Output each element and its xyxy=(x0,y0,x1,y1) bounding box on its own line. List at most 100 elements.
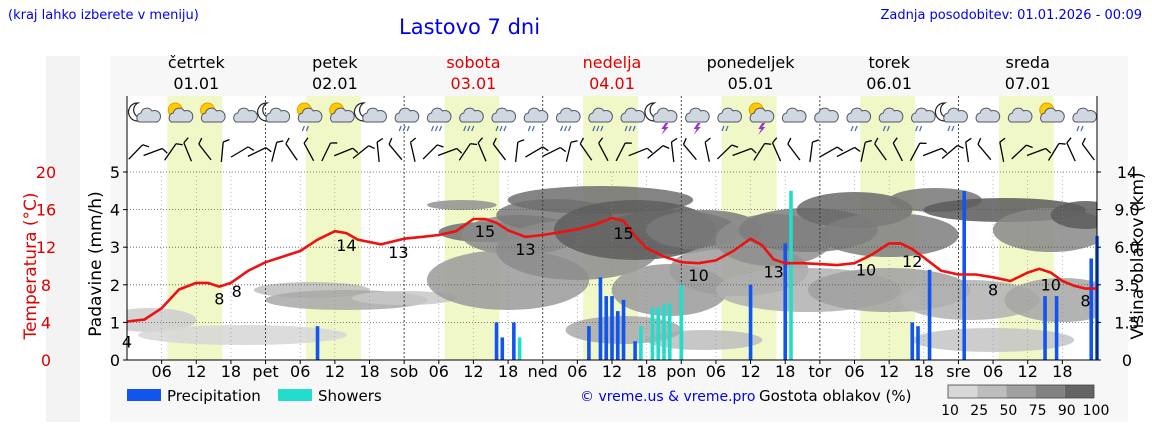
page-title: Lastovo 7 dni xyxy=(399,15,541,39)
density-legend-swatch xyxy=(1006,385,1036,398)
wind-barb xyxy=(670,137,678,163)
density-legend-tick: 75 xyxy=(1029,403,1047,419)
sunny-cloudy-icon xyxy=(329,102,355,123)
credit-link[interactable]: © vreme.us & vreme.pro xyxy=(580,389,755,405)
wind-barb xyxy=(598,137,609,162)
temperature-value-label: 13 xyxy=(763,262,783,281)
x-tick-label: ned xyxy=(528,362,558,381)
wind-barb xyxy=(874,137,887,161)
cloud-rain-icon xyxy=(555,107,581,132)
temperature-value-label: 12 xyxy=(902,252,922,271)
density-legend-swatch xyxy=(977,385,1007,398)
cloud-rain-icon xyxy=(394,107,420,132)
temperature-tick-label: 16 xyxy=(36,201,56,220)
x-tick-label: tor xyxy=(809,362,832,381)
temperature-value-label: 13 xyxy=(388,243,408,262)
precipitation-bar xyxy=(1054,296,1059,360)
precipitation-bar xyxy=(910,322,915,360)
wind-barb xyxy=(321,142,338,162)
day-date-label: 05.01 xyxy=(728,74,774,93)
x-tick-label: 12 xyxy=(325,362,345,381)
temperature-value-label: 13 xyxy=(515,240,535,259)
cloud-height-tick-label: 3.5 xyxy=(1114,276,1139,295)
wind-barb xyxy=(579,137,593,161)
legend-precip-label: Precipitation xyxy=(167,387,261,405)
wind-barb xyxy=(965,137,972,162)
density-legend-frame xyxy=(947,384,1095,399)
wind-barb xyxy=(1081,137,1095,161)
wind-barb xyxy=(716,144,739,160)
x-tick-label: 12 xyxy=(186,362,206,381)
x-tick-label: 18 xyxy=(775,362,795,381)
night-cloudy-icon xyxy=(127,102,162,123)
wind-barb xyxy=(1047,142,1066,161)
precipitation-bar xyxy=(621,299,626,360)
precipitation-bar xyxy=(494,322,499,360)
wind-barb xyxy=(787,137,801,161)
x-tick-label: 06 xyxy=(983,362,1003,381)
precipitation-bar xyxy=(587,326,591,360)
showers-bar xyxy=(667,303,672,360)
wind-barb xyxy=(247,147,272,157)
precip-tick-label: 0 xyxy=(110,351,120,370)
wind-barb xyxy=(860,139,872,162)
cloud-storm-icon xyxy=(685,107,710,135)
wind-barb xyxy=(409,137,417,162)
cloud-density-area xyxy=(427,200,497,210)
wind-barb xyxy=(819,146,844,158)
wind-barb xyxy=(704,137,711,162)
wind-barb xyxy=(198,137,212,161)
cloud-rain-icon xyxy=(426,107,452,132)
last-update: Zadnja posodobitev: 01.01.2026 - 00:09 xyxy=(880,8,1142,23)
precipitation-bar xyxy=(315,326,320,360)
legend-showers-label: Showers xyxy=(318,387,382,405)
cloud-height-tick-label: 1.5 xyxy=(1114,313,1139,332)
showers-bar xyxy=(789,190,793,360)
x-tick-label: 18 xyxy=(359,362,379,381)
sun-storm-icon xyxy=(748,102,775,135)
x-tick-label: 06 xyxy=(706,362,726,381)
precipitation-bar xyxy=(512,322,516,360)
cloud-drizzle-icon xyxy=(878,107,904,132)
cloud-height-tick-label: 14 xyxy=(1117,163,1137,182)
x-tick-label: 06 xyxy=(429,362,449,381)
wind-barb xyxy=(492,137,507,161)
showers-bar xyxy=(650,307,655,360)
region-hint[interactable]: (kraj lahko izberete v meniju) xyxy=(8,8,199,23)
night-cloud-icon xyxy=(353,102,387,123)
cloud-drizzle-icon xyxy=(846,107,872,132)
wind-barb xyxy=(892,137,903,162)
temperature-tick-label: 12 xyxy=(36,238,56,257)
day-date-label: 02.01 xyxy=(312,74,358,93)
precipitation-bar xyxy=(615,311,620,360)
precipitation-bar xyxy=(598,277,603,360)
wind-barb xyxy=(303,137,315,162)
legend-precip-swatch xyxy=(127,389,161,401)
temperature-value-label: 8 xyxy=(214,290,224,309)
night-storm-icon xyxy=(644,102,678,135)
showers-bar xyxy=(679,284,684,360)
wind-barb xyxy=(753,142,772,161)
wind-barb xyxy=(437,147,463,157)
wind-barb xyxy=(388,137,403,161)
temperature-tick-label: 20 xyxy=(36,163,56,182)
wind-barb xyxy=(333,147,359,157)
temperature-value-label: 15 xyxy=(613,224,633,243)
legend-showers-swatch xyxy=(278,389,312,401)
x-tick-label: pon xyxy=(666,362,696,381)
wind-barb xyxy=(183,137,193,162)
wind-barb xyxy=(836,146,861,158)
cloudy-icon xyxy=(781,107,807,123)
cloud-density-area xyxy=(1004,278,1097,322)
temperature-value-label: 8 xyxy=(232,282,242,301)
cloudy-icon xyxy=(1007,107,1033,123)
density-legend-tick: 50 xyxy=(999,403,1017,419)
cloud-rain-icon xyxy=(620,107,646,132)
day-name-label: petek xyxy=(312,53,358,72)
wind-barb xyxy=(458,143,478,161)
showers-bar xyxy=(639,326,643,360)
showers-bar xyxy=(656,307,660,360)
x-tick-label: 18 xyxy=(498,362,518,381)
precipitation-bar xyxy=(1043,296,1047,360)
